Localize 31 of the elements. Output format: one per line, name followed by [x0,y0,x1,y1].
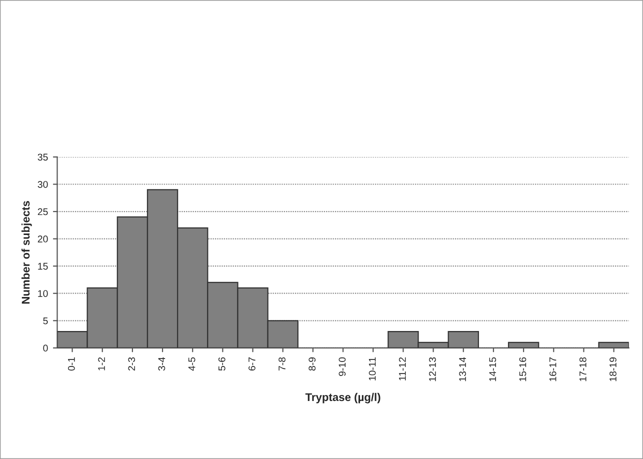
x-tick-label: 10-11 [368,357,376,380]
y-tick-label: 20 [38,236,48,242]
x-tick-label: 2-3 [128,357,136,371]
y-tick-label: 5 [43,317,48,324]
x-tick-label: 15-16 [519,357,526,382]
y-tick-label: 30 [38,180,48,188]
x-tick-label: 5-6 [218,357,226,371]
x-tick-label: 7-8 [278,357,286,370]
x-tick-label: 12-13 [429,357,436,382]
x-tick-label: 3-4 [158,357,166,371]
x-tick-label: 1-2 [98,357,105,370]
x-tick-label: 9-10 [338,357,346,376]
y-tick-label: 0 [43,344,48,352]
y-tick-label: 25 [38,208,48,216]
x-tick-label: 11-12 [398,357,406,380]
bar [508,342,540,348]
y-axis-title: Number of subjects [21,201,32,304]
x-tick-label: 8-9 [308,357,316,371]
x-tick-label: 6-7 [248,357,256,371]
y-tick-label: 15 [38,262,48,270]
y-tick-label: 10 [38,290,48,297]
x-tick-label: 17-18 [579,357,586,382]
x-tick-label: 4-5 [188,357,196,371]
x-tick-label: 18-19 [610,357,616,382]
bar [598,342,629,348]
x-tick-label: 0-1 [68,357,75,371]
x-tick-label: 16-17 [549,357,556,382]
x-tick-label: 13-14 [459,357,466,382]
x-axis-title: Tryptase (µg/l) [305,392,380,404]
x-tick-label: 14-15 [489,357,496,382]
y-tick-label: 35 [38,154,48,161]
